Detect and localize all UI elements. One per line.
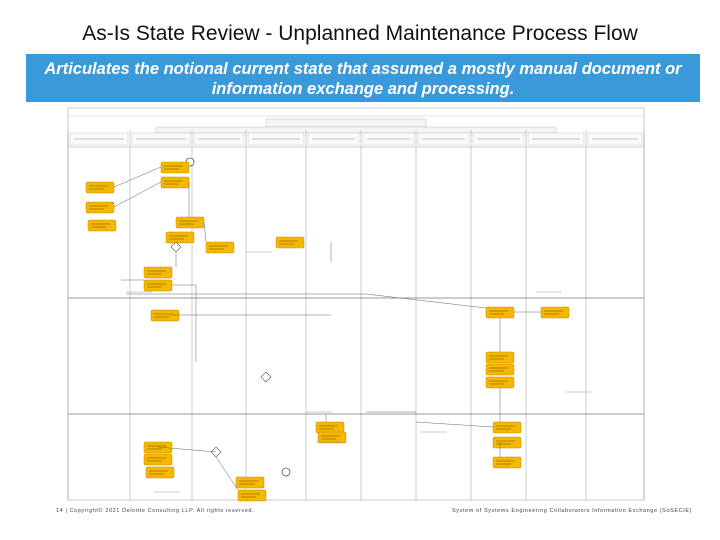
- task-box: [143, 441, 173, 454]
- task-box: [145, 466, 175, 479]
- task-box: [492, 421, 522, 434]
- task-box: [492, 456, 522, 469]
- task-box: [485, 306, 515, 319]
- task-box: [492, 436, 522, 449]
- subtitle-banner: Articulates the notional current state t…: [26, 54, 700, 102]
- task-box: [87, 219, 117, 232]
- task-box: [143, 279, 173, 292]
- task-box: [237, 489, 267, 502]
- decision-diamond: [260, 371, 272, 383]
- connector-line: [113, 181, 162, 208]
- connector-line: [215, 456, 239, 491]
- connector-line: [365, 293, 487, 309]
- task-box: [485, 363, 515, 376]
- task-box: [317, 431, 347, 444]
- process-flow-svg: [67, 107, 645, 502]
- process-flow-diagram: [66, 102, 648, 502]
- slide-title: As-Is State Review - Unplanned Maintenan…: [82, 22, 638, 45]
- task-box: [275, 236, 305, 249]
- pool-header-group: [155, 126, 557, 134]
- task-box: [175, 216, 205, 229]
- connector-line: [415, 421, 494, 428]
- task-box: [485, 376, 515, 389]
- task-box: [205, 241, 235, 254]
- footer-copyright: 14 | Copyright© 2021 Deloitte Consulting…: [56, 508, 255, 514]
- task-box: [540, 306, 570, 319]
- connector-line: [157, 446, 217, 453]
- task-box: [85, 181, 115, 194]
- task-box: [143, 266, 173, 279]
- task-box: [150, 309, 180, 322]
- footer-organization: System of Systems Engineering Collaborat…: [452, 508, 693, 514]
- task-box: [143, 453, 173, 466]
- task-box: [235, 476, 265, 489]
- task-box: [160, 161, 190, 174]
- event-circle: [281, 467, 291, 477]
- task-box: [485, 351, 515, 364]
- connector-line: [113, 166, 162, 188]
- connector-line: [203, 221, 207, 243]
- diagram-frame: [67, 107, 645, 501]
- task-box: [160, 176, 190, 189]
- pool-header-top: [265, 118, 427, 128]
- task-box: [165, 231, 195, 244]
- task-box: [315, 421, 345, 434]
- task-box: [85, 201, 115, 214]
